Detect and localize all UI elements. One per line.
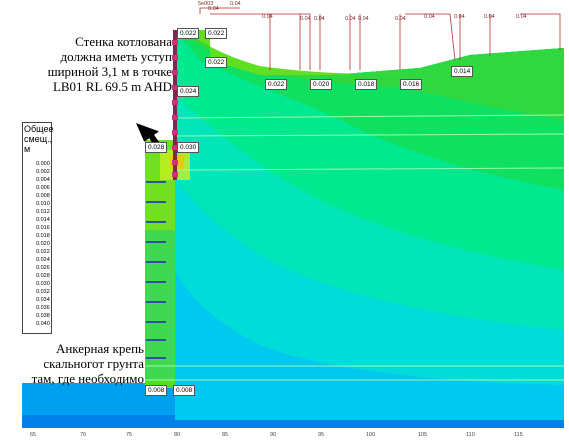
value-label: 0.030 — [177, 142, 200, 153]
annotation-line: скальногот грунта — [43, 356, 144, 371]
legend-value: 0.006 — [36, 185, 50, 191]
legend-value: 0.040 — [36, 321, 50, 327]
legend-value: 0.030 — [36, 281, 50, 287]
x-tick: 110 — [466, 432, 475, 438]
value-label: 0.008 — [145, 385, 168, 396]
x-tick: 100 — [366, 432, 376, 438]
x-tick: 90 — [270, 432, 277, 438]
anchor-annotation: Анкерная крепь скальногот грунта там, гд… — [4, 341, 144, 386]
legend-value: 0.026 — [36, 265, 50, 271]
value-label: 0.014 — [451, 66, 474, 77]
legend-value: 0.034 — [36, 297, 50, 303]
value-label: 0.008 — [173, 385, 196, 396]
value-label: 0.024 — [177, 86, 200, 97]
legend-title-line: м — [24, 144, 31, 154]
value-label: 0.020 — [310, 79, 333, 90]
value-label: 0.022 — [265, 79, 288, 90]
rock-anchors — [146, 181, 166, 359]
load-value: 0.04 — [345, 16, 356, 22]
x-tick: 70 — [80, 432, 87, 438]
annotation-line: шириной 3,1 м в точке — [47, 64, 172, 79]
legend-value: 0.014 — [36, 217, 50, 223]
load-value: 0.04 — [300, 16, 311, 22]
legend-title-line: Общее — [24, 124, 54, 134]
legend-value: 0.012 — [36, 209, 50, 215]
annotation-line: должна иметь уступ — [60, 49, 172, 64]
x-tick: 75 — [126, 432, 133, 438]
x-tick: 115 — [514, 432, 523, 438]
x-tick: 65 — [30, 432, 37, 438]
legend-value: 0.020 — [36, 241, 50, 247]
top-label: 5e003 — [198, 1, 214, 7]
legend-value: 0.000 — [36, 161, 50, 167]
value-label: 0.018 — [355, 79, 378, 90]
value-label: 0.022 — [205, 28, 228, 39]
legend-value: 0.024 — [36, 257, 50, 263]
load-value: 0.04 — [484, 14, 495, 20]
legend-title-line: смещ., — [24, 134, 53, 144]
wall-annotation: Стенка котлована должна иметь уступ шири… — [4, 34, 172, 94]
load-value: 0.04 — [424, 14, 435, 20]
pointer-arrow — [136, 123, 160, 147]
load-value: 0.04 — [395, 16, 406, 22]
legend-value: 0.022 — [36, 249, 50, 255]
layer-boundaries — [145, 114, 565, 381]
load-value: 0.04 — [262, 14, 273, 20]
legend-value: 0.010 — [36, 201, 50, 207]
legend-value: 0.036 — [36, 305, 50, 311]
load-value: 0.04 — [314, 16, 325, 22]
load-value: 0.04 — [454, 14, 465, 20]
legend-value: 0.028 — [36, 273, 50, 279]
x-tick: 85 — [222, 432, 229, 438]
load-value: 0.04 — [516, 14, 527, 20]
legend-value: 0.016 — [36, 225, 50, 231]
value-label: 0.022 — [177, 28, 200, 39]
annotation-line: Анкерная крепь — [55, 341, 144, 356]
x-tick: 95 — [318, 432, 325, 438]
x-tick: 80 — [174, 432, 181, 438]
value-label: 0.022 — [205, 57, 228, 68]
wall-anchors-top — [172, 40, 178, 177]
load-value: 0.04 — [358, 16, 369, 22]
excavation-floor-zone — [145, 378, 175, 388]
legend-panel — [22, 122, 52, 334]
legend-value: 0.018 — [36, 233, 50, 239]
legend-value: 0.032 — [36, 289, 50, 295]
legend-value: 0.004 — [36, 177, 50, 183]
legend-value: 0.038 — [36, 313, 50, 319]
legend-value: 0.008 — [36, 193, 50, 199]
legend-title: Общее смещ., м — [24, 124, 53, 154]
load-value: 0.04 — [230, 1, 241, 7]
value-label: 0.028 — [145, 142, 168, 153]
legend-value: 0.002 — [36, 169, 50, 175]
value-label: 0.016 — [400, 79, 423, 90]
annotation-line: там, где необходимо — [31, 371, 144, 386]
annotation-line: Стенка котлована — [75, 34, 172, 49]
annotation-line: LB01 RL 69.5 m AHD — [52, 79, 172, 94]
x-tick: 105 — [418, 432, 428, 438]
contour-layers — [175, 30, 564, 420]
surface-loads — [199, 7, 561, 70]
load-value: 0.04 — [208, 6, 219, 12]
